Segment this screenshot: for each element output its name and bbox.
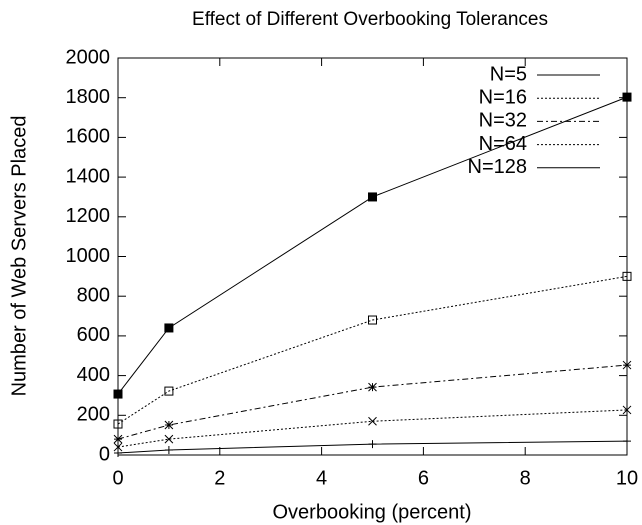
legend-label: N=5 — [490, 63, 527, 85]
x-tick-label: 4 — [316, 467, 327, 489]
chart-title: Effect of Different Overbooking Toleranc… — [192, 9, 548, 30]
y-tick-label: 0 — [99, 443, 110, 465]
point — [164, 434, 174, 444]
y-tick-label: 1800 — [66, 86, 111, 108]
point — [113, 389, 123, 399]
x-tick-label: 10 — [616, 467, 638, 489]
y-tick-label: 2000 — [66, 46, 111, 68]
series-line — [117, 96, 628, 395]
series-line — [117, 364, 628, 440]
point — [164, 420, 174, 430]
legend-label: N=32 — [479, 110, 527, 132]
point — [368, 416, 377, 426]
legend-label: N=64 — [479, 133, 527, 155]
plot-frame — [117, 57, 628, 456]
y-tick-label: 400 — [77, 364, 110, 386]
point — [622, 271, 632, 281]
point — [113, 442, 123, 452]
x-tick-label: 6 — [418, 467, 429, 489]
x-tick-label: 2 — [214, 467, 225, 489]
point — [622, 360, 632, 370]
point — [113, 434, 123, 444]
series-line — [117, 275, 628, 425]
point — [164, 446, 173, 455]
point — [113, 419, 123, 429]
y-tick-label: 1400 — [66, 165, 111, 187]
y-axis-label: Number of Web Servers Placed — [8, 116, 30, 397]
point — [164, 386, 174, 396]
point — [368, 315, 377, 325]
point — [368, 440, 377, 449]
y-tick-label: 1600 — [66, 126, 111, 148]
series-line — [117, 409, 628, 448]
x-tick-label: 0 — [112, 467, 123, 489]
point — [114, 449, 122, 458]
point — [622, 92, 632, 102]
x-axis-label: Overbooking (percent) — [273, 501, 472, 523]
x-tick-label: 8 — [520, 467, 531, 489]
y-tick-label: 600 — [77, 324, 110, 346]
point — [622, 405, 632, 415]
y-tick-label: 1200 — [66, 205, 111, 227]
series-line — [117, 440, 628, 454]
point — [164, 323, 174, 333]
legend-label: N=16 — [479, 86, 527, 108]
legend-label: N=128 — [468, 156, 528, 178]
y-tick-label: 800 — [77, 284, 110, 306]
y-tick-label: 1000 — [66, 245, 111, 267]
y-tick-label: 200 — [77, 404, 110, 426]
point — [368, 192, 377, 202]
point — [623, 437, 631, 446]
point — [368, 382, 377, 392]
